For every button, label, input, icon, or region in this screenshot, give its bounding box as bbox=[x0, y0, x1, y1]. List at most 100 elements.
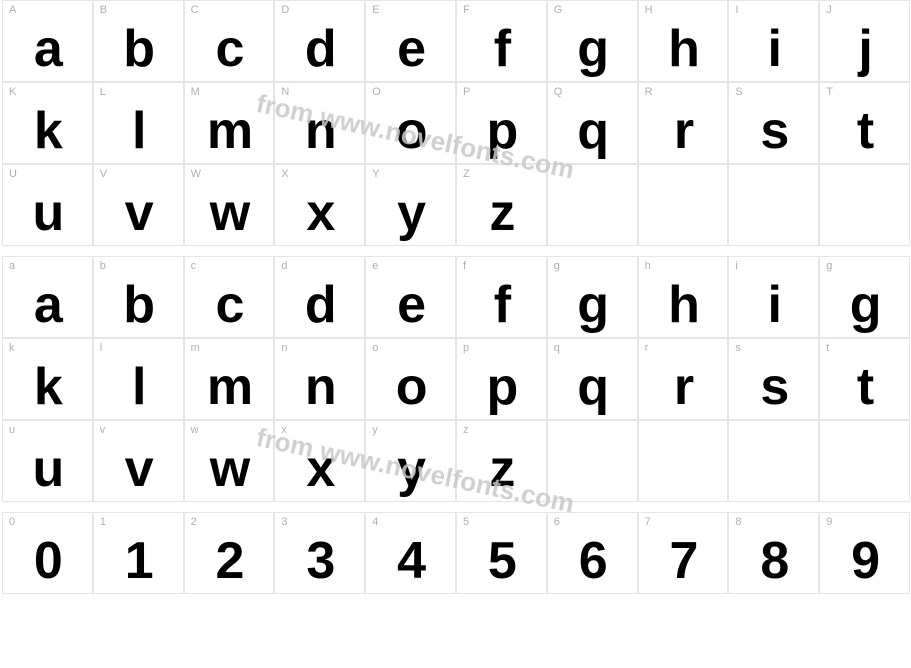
glyph-cell-glyph: m bbox=[207, 361, 251, 413]
glyph-cell: Vv bbox=[93, 164, 184, 246]
glyph-cell: aa bbox=[2, 256, 93, 338]
glyph-cell-label: D bbox=[281, 4, 289, 16]
glyph-cell-label: c bbox=[191, 260, 197, 272]
glyph-cell: Rr bbox=[638, 82, 729, 164]
glyph-cell-glyph: 1 bbox=[125, 535, 152, 587]
glyph-cell-label: a bbox=[9, 260, 15, 272]
glyph-cell: 66 bbox=[547, 512, 638, 594]
glyph-cell: Ii bbox=[728, 0, 819, 82]
glyph-cell-label: v bbox=[100, 424, 106, 436]
glyph-cell-glyph: p bbox=[487, 361, 517, 413]
glyph-cell-label: V bbox=[100, 168, 107, 180]
glyph-cell-label: K bbox=[9, 86, 16, 98]
glyph-cell-glyph: d bbox=[305, 279, 335, 331]
glyph-grid-section: AaBbCcDdEeFfGgHhIiJjKkLlMmNnOoPpQqRrSsTt… bbox=[2, 0, 910, 246]
glyph-cell: qq bbox=[547, 338, 638, 420]
glyph-cell: 00 bbox=[2, 512, 93, 594]
glyph-cell-label: 6 bbox=[554, 516, 560, 528]
glyph-cell-glyph: n bbox=[305, 105, 335, 157]
glyph-cell: kk bbox=[2, 338, 93, 420]
glyph-cell-glyph: g bbox=[577, 23, 607, 75]
glyph-cell: Ww bbox=[184, 164, 275, 246]
glyph-cell: Ee bbox=[365, 0, 456, 82]
glyph-cell-label: P bbox=[463, 86, 470, 98]
glyph-cell-label: 3 bbox=[281, 516, 287, 528]
glyph-cell: Pp bbox=[456, 82, 547, 164]
glyph-cell-label: 9 bbox=[826, 516, 832, 528]
glyph-cell-glyph: h bbox=[668, 279, 698, 331]
glyph-cell: Aa bbox=[2, 0, 93, 82]
glyph-cell-glyph: d bbox=[305, 23, 335, 75]
glyph-cell: Hh bbox=[638, 0, 729, 82]
glyph-cell-glyph: t bbox=[857, 361, 872, 413]
glyph-cell-glyph: f bbox=[494, 23, 509, 75]
glyph-cell-label: T bbox=[826, 86, 833, 98]
glyph-cell-label: A bbox=[9, 4, 16, 16]
glyph-cell: 33 bbox=[274, 512, 365, 594]
glyph-cell-glyph: a bbox=[34, 23, 61, 75]
glyph-cell: pp bbox=[456, 338, 547, 420]
glyph-cell-label: C bbox=[191, 4, 199, 16]
glyph-cell: 11 bbox=[93, 512, 184, 594]
glyph-cell-glyph: s bbox=[760, 361, 787, 413]
glyph-cell-glyph: c bbox=[216, 23, 243, 75]
glyph-cell bbox=[819, 420, 910, 502]
glyph-cell-label: t bbox=[826, 342, 829, 354]
glyph-cell: yy bbox=[365, 420, 456, 502]
glyph-cell-label: Y bbox=[372, 168, 379, 180]
glyph-cell-glyph: u bbox=[33, 443, 63, 495]
glyph-cell-glyph: 3 bbox=[306, 535, 333, 587]
glyph-cell-label: W bbox=[191, 168, 201, 180]
glyph-cell: Ss bbox=[728, 82, 819, 164]
glyph-cell-label: g bbox=[826, 260, 832, 272]
glyph-cell-glyph: g bbox=[577, 279, 607, 331]
glyph-cell-label: 8 bbox=[735, 516, 741, 528]
glyph-cell-glyph: w bbox=[210, 443, 248, 495]
glyph-cell-label: 2 bbox=[191, 516, 197, 528]
glyph-cell-glyph: l bbox=[132, 105, 144, 157]
glyph-cell-glyph: i bbox=[768, 23, 780, 75]
glyph-cell-label: O bbox=[372, 86, 381, 98]
glyph-cell-label: p bbox=[463, 342, 469, 354]
glyph-cell: gg bbox=[547, 256, 638, 338]
glyph-cell-label: x bbox=[281, 424, 287, 436]
glyph-cell-label: H bbox=[645, 4, 653, 16]
glyph-cell-glyph: y bbox=[397, 443, 424, 495]
glyph-cell-glyph: c bbox=[216, 279, 243, 331]
glyph-cell-glyph: e bbox=[397, 23, 424, 75]
glyph-cell-glyph: m bbox=[207, 105, 251, 157]
glyph-cell: ff bbox=[456, 256, 547, 338]
glyph-cell bbox=[819, 164, 910, 246]
glyph-cell-glyph: h bbox=[668, 23, 698, 75]
glyph-cell-glyph: g bbox=[850, 279, 880, 331]
glyph-cell-glyph: x bbox=[306, 443, 333, 495]
glyph-cell-glyph: 0 bbox=[34, 535, 61, 587]
glyph-cell-label: 1 bbox=[100, 516, 106, 528]
glyph-cell: xx bbox=[274, 420, 365, 502]
glyph-cell-glyph: y bbox=[397, 187, 424, 239]
glyph-cell-glyph: 4 bbox=[397, 535, 424, 587]
glyph-cell-glyph: r bbox=[674, 361, 692, 413]
glyph-cell: Qq bbox=[547, 82, 638, 164]
glyph-cell: bb bbox=[93, 256, 184, 338]
glyph-cell: Xx bbox=[274, 164, 365, 246]
glyph-cell-label: s bbox=[735, 342, 741, 354]
glyph-cell: ee bbox=[365, 256, 456, 338]
glyph-cell bbox=[638, 420, 729, 502]
glyph-cell bbox=[547, 420, 638, 502]
glyph-cell-label: u bbox=[9, 424, 15, 436]
glyph-cell bbox=[728, 420, 819, 502]
glyph-cell: Nn bbox=[274, 82, 365, 164]
glyph-cell-glyph: z bbox=[489, 187, 513, 239]
glyph-cell-label: J bbox=[826, 4, 832, 16]
glyph-cell-label: 0 bbox=[9, 516, 15, 528]
glyph-cell bbox=[547, 164, 638, 246]
glyph-cell-label: f bbox=[463, 260, 466, 272]
glyph-cell-glyph: j bbox=[858, 23, 870, 75]
glyph-cell: Mm bbox=[184, 82, 275, 164]
glyph-cell-label: 7 bbox=[645, 516, 651, 528]
glyph-cell-glyph: i bbox=[768, 279, 780, 331]
glyph-cell-glyph: z bbox=[489, 443, 513, 495]
glyph-cell-glyph: 2 bbox=[216, 535, 243, 587]
glyph-cell-label: 4 bbox=[372, 516, 378, 528]
